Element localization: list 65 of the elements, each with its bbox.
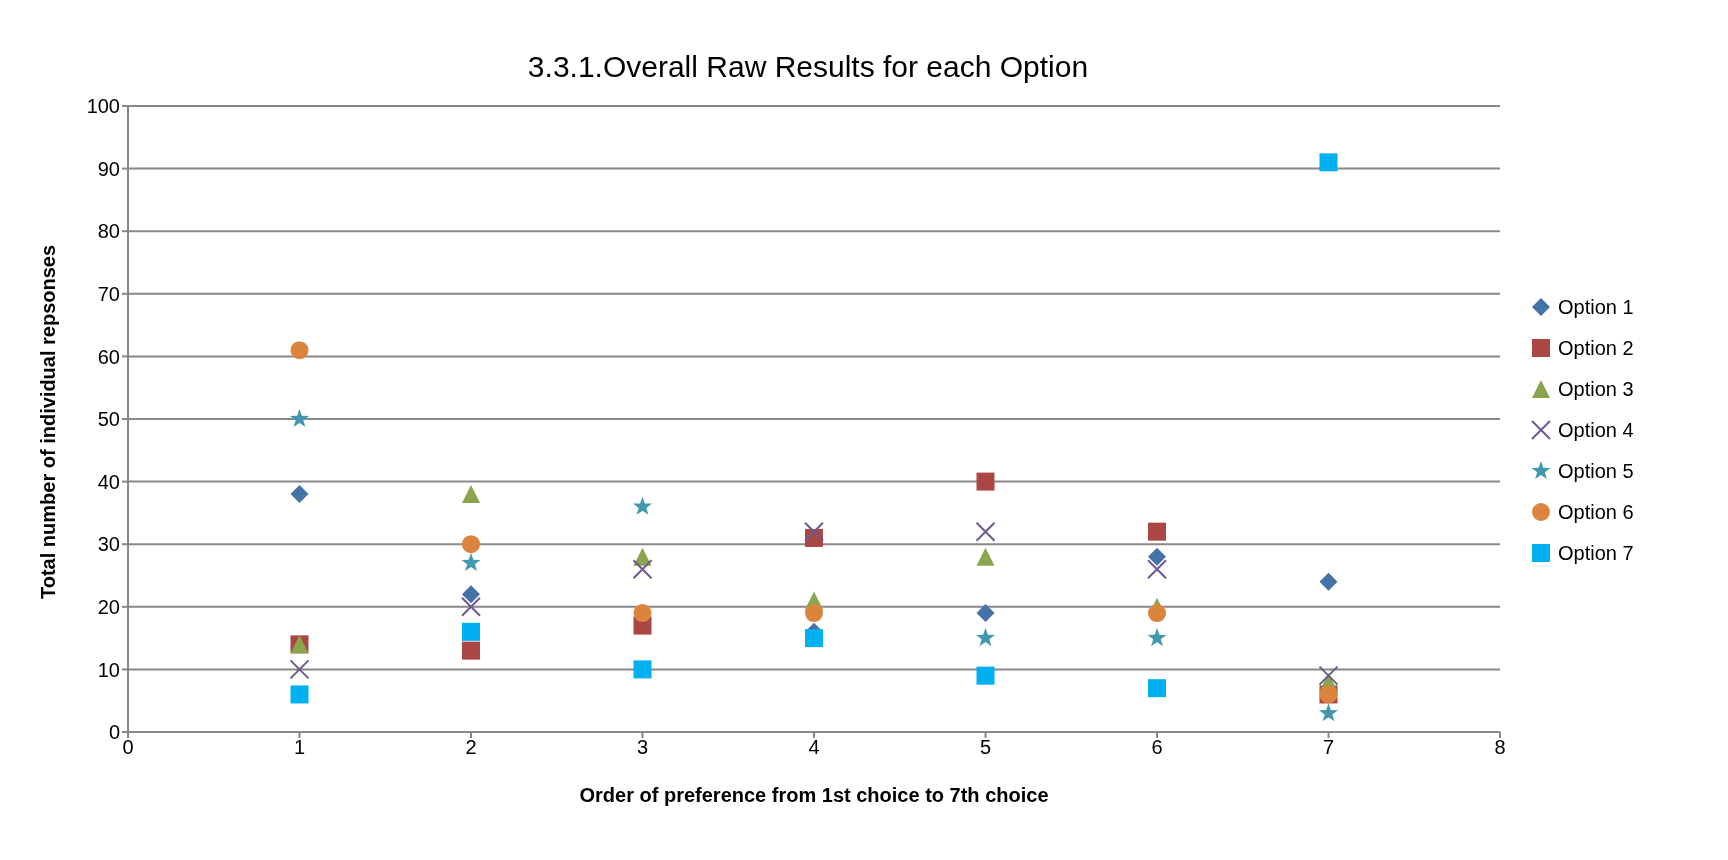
legend-label: Option 1 xyxy=(1558,295,1634,319)
point xyxy=(1148,522,1166,541)
point xyxy=(462,535,480,554)
x-tick-label: 5 xyxy=(979,736,992,759)
point xyxy=(805,629,823,648)
y-tick-label: 80 xyxy=(97,220,120,243)
point xyxy=(805,604,823,623)
point xyxy=(975,521,996,542)
y-tick-label: 30 xyxy=(97,533,120,556)
x-tick-label: 8 xyxy=(1494,736,1506,759)
point xyxy=(289,409,310,428)
x-tick-label: 4 xyxy=(808,736,820,759)
point xyxy=(290,341,309,360)
point xyxy=(1319,153,1338,172)
point xyxy=(462,585,480,604)
point xyxy=(1147,628,1167,647)
x-tick-label: 1 xyxy=(293,736,306,759)
point xyxy=(289,659,310,680)
point xyxy=(976,666,995,685)
legend-label: Option 4 xyxy=(1558,418,1634,442)
point xyxy=(290,685,309,704)
point xyxy=(633,604,652,623)
x-tick-label: 0 xyxy=(122,736,134,759)
y-tick-label: 10 xyxy=(97,658,120,681)
legend-label: Option 6 xyxy=(1558,500,1634,524)
x-tick-label: 2 xyxy=(465,736,477,759)
point xyxy=(633,660,652,679)
x-tick-label: 7 xyxy=(1322,736,1335,759)
y-tick-label: 20 xyxy=(97,595,120,618)
y-tick-label: 50 xyxy=(97,408,120,431)
point xyxy=(462,485,480,504)
point xyxy=(462,622,480,641)
x-tick-label: 6 xyxy=(1151,736,1163,759)
y-tick-label: 40 xyxy=(97,470,120,493)
point xyxy=(1148,547,1166,566)
point xyxy=(462,641,480,660)
point xyxy=(290,485,309,504)
point xyxy=(804,521,824,542)
point xyxy=(461,552,481,572)
y-axis-title: Total number of individual repsonses xyxy=(37,244,60,599)
point xyxy=(1148,679,1166,698)
chart-title: 3.3.1.Overall Raw Results for each Option xyxy=(526,50,1090,84)
y-tick-label: 70 xyxy=(97,282,120,305)
point xyxy=(632,496,653,515)
point xyxy=(461,596,481,617)
y-tick-label: 0 xyxy=(108,721,120,744)
y-tick-label: 60 xyxy=(97,345,120,368)
point xyxy=(1319,572,1338,591)
legend-label: Option 7 xyxy=(1558,541,1634,565)
point xyxy=(1318,703,1339,722)
legend-label: Option 5 xyxy=(1558,459,1634,483)
x-axis-title: Order of preference from 1st choice to 7th choice xyxy=(579,784,1049,806)
point xyxy=(1148,604,1166,623)
point xyxy=(1147,559,1167,580)
legend-label: Option 3 xyxy=(1558,377,1634,401)
point xyxy=(976,604,995,623)
point xyxy=(975,628,996,647)
y-tick-label: 90 xyxy=(97,157,120,180)
point xyxy=(976,547,995,566)
point xyxy=(1318,665,1339,686)
point xyxy=(632,559,653,580)
point xyxy=(976,472,995,491)
legend-label: Option 2 xyxy=(1558,336,1634,360)
y-tick-label: 100 xyxy=(86,95,120,118)
x-tick-label: 3 xyxy=(636,736,649,759)
